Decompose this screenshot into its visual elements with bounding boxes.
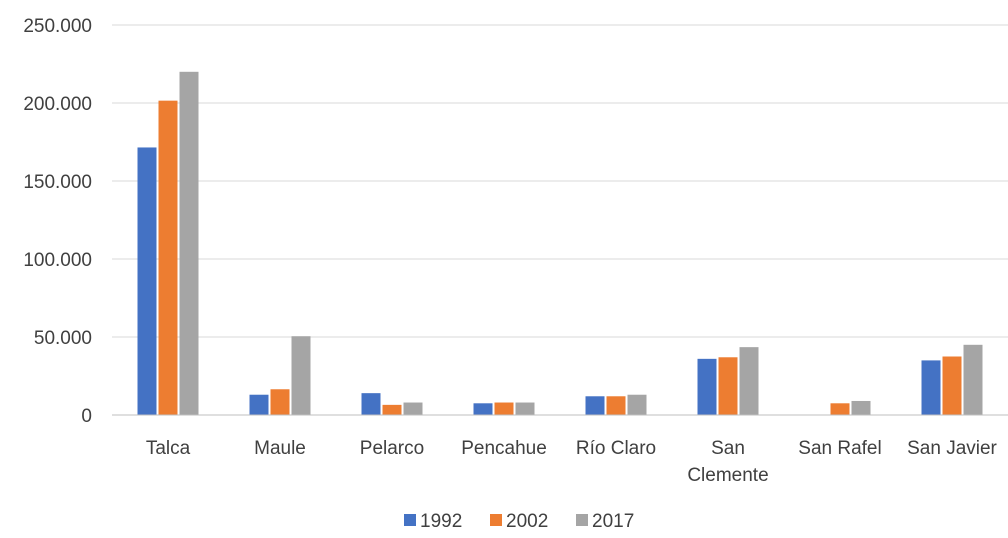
bar-2017-pelarco: [403, 402, 423, 415]
legend-item-1992: 1992: [404, 511, 462, 532]
bar-1992-pencahue: [473, 403, 493, 415]
y-tick-label: 200.000: [23, 94, 92, 115]
y-tick-label: 250.000: [23, 16, 92, 37]
legend-label: 1992: [420, 511, 462, 532]
legend: 1992 2002 2017: [404, 511, 634, 532]
bar-2017-san-rafel: [851, 400, 871, 415]
bar-2002-san-javier: [942, 356, 962, 415]
bar-1992-pelarco: [361, 393, 381, 415]
y-axis-tick-labels: 0 50.000 100.000 150.000 200.000 250.000: [23, 16, 92, 427]
bar-2002-pelarco: [382, 404, 402, 415]
bar-2002-san-clemente: [718, 357, 738, 415]
x-category-label: Maule: [254, 438, 306, 459]
bar-1992-maule: [249, 394, 269, 415]
gridlines: [112, 24, 1008, 338]
bar-2002-talca: [158, 100, 178, 415]
bar-2002-pencahue: [494, 402, 514, 415]
x-category-label: San Javier: [907, 438, 997, 459]
bar-1992-san-javier: [921, 360, 941, 415]
bar-2017-san-clemente: [739, 347, 759, 415]
x-category-label: Pencahue: [461, 438, 547, 459]
bar-2017-pencahue: [515, 402, 535, 415]
legend-swatch: [490, 514, 502, 526]
legend-item-2002: 2002: [490, 511, 548, 532]
legend-swatch: [576, 514, 588, 526]
bar-2017-talca: [179, 71, 199, 416]
y-tick-label: 50.000: [34, 328, 92, 349]
y-tick-label: 100.000: [23, 250, 92, 271]
bar-1992-talca: [137, 147, 157, 415]
bar-2002-maule: [270, 389, 290, 415]
bar-2017-maule: [291, 336, 311, 415]
bar-2002-san-rafel: [830, 403, 850, 415]
legend-swatch: [404, 514, 416, 526]
bar-2017-san-javier: [963, 344, 983, 415]
bar-2002-río-claro: [606, 396, 626, 415]
x-category-label: Río Claro: [576, 438, 656, 459]
legend-item-2017: 2017: [576, 511, 634, 532]
category-labels: Talca Maule Pelarco Pencahue Río Claro San Cle…: [146, 438, 998, 486]
x-category-label: San Rafel: [798, 438, 881, 459]
x-category-label: Pelarco: [360, 438, 424, 459]
legend-label: 2017: [592, 511, 634, 532]
bar-2017-río-claro: [627, 394, 647, 415]
bar-1992-san-clemente: [697, 358, 717, 415]
y-tick-label: 150.000: [23, 172, 92, 193]
bar-1992-río-claro: [585, 396, 605, 415]
y-tick-label: 0: [81, 406, 92, 427]
x-category-label: San Clemente: [687, 438, 768, 486]
x-category-label: Talca: [146, 438, 191, 459]
legend-label: 2002: [506, 511, 548, 532]
bars: [137, 71, 983, 416]
